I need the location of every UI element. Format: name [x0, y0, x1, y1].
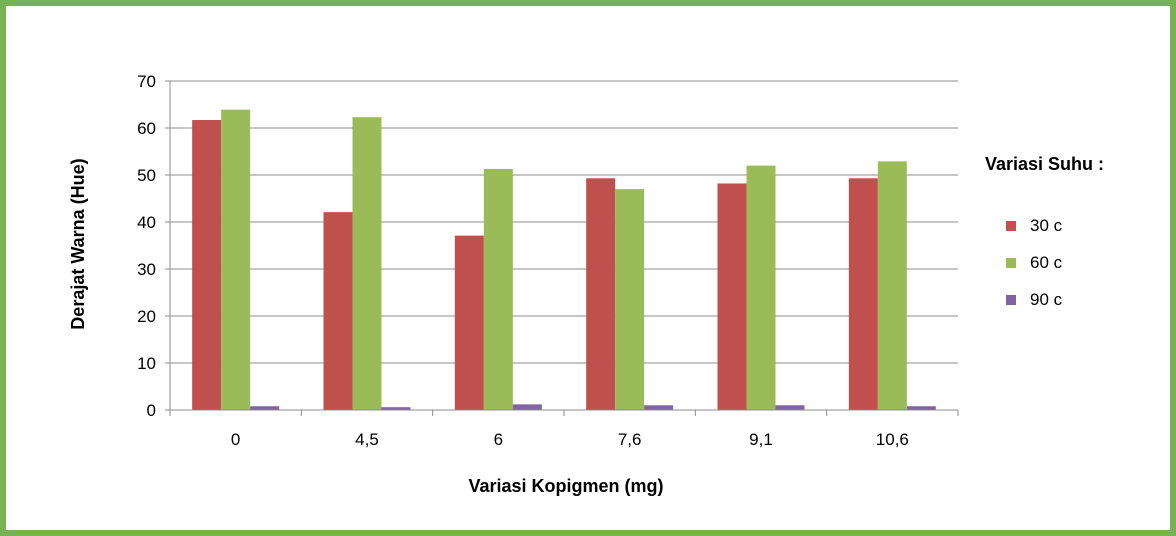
x-tick-label: 7,6: [618, 430, 642, 449]
grid-lines: [165, 81, 958, 410]
bar-60c-4: [747, 166, 776, 410]
bar-30c-2: [455, 236, 484, 410]
bar-30c-5: [849, 178, 878, 410]
bar-90c-5: [907, 406, 936, 410]
legend-label: 60 c: [1030, 253, 1063, 272]
bar-30c-3: [586, 178, 615, 410]
bar-90c-4: [776, 405, 805, 410]
y-tick-label: 60: [137, 119, 156, 138]
y-tick-label: 70: [137, 72, 156, 91]
axes: [170, 81, 958, 416]
legend-swatch: [1006, 295, 1016, 305]
y-tick-label: 0: [147, 401, 156, 420]
bar-60c-1: [353, 117, 382, 410]
legend-label: 30 c: [1030, 216, 1063, 235]
legend-title: Variasi Suhu :: [985, 154, 1104, 174]
y-tick-label: 30: [137, 260, 156, 279]
x-tick-labels: 0 4,5 6 7,6 9,1 10,6: [231, 430, 909, 449]
legend-swatch: [1006, 221, 1016, 231]
x-tick-label: 10,6: [876, 430, 909, 449]
bar-60c-0: [221, 110, 250, 410]
bar-30c-4: [718, 183, 747, 410]
y-tick-label: 20: [137, 307, 156, 326]
bar-30c-1: [324, 212, 353, 410]
legend-label: 90 c: [1030, 290, 1063, 309]
bar-90c-0: [250, 406, 279, 410]
y-tick-label: 50: [137, 166, 156, 185]
legend-swatch: [1006, 258, 1016, 268]
bars: [192, 110, 936, 410]
bar-30c-0: [192, 120, 221, 410]
x-axis-title: Variasi Kopigmen (mg): [468, 476, 663, 496]
bar-60c-2: [484, 169, 513, 410]
y-tick-labels: 0 10 20 30 40 50 60 70: [137, 72, 156, 420]
y-axis-title: Derajat Warna (Hue): [68, 158, 88, 329]
y-tick-label: 40: [137, 213, 156, 232]
bar-60c-5: [878, 161, 907, 410]
legend: Variasi Suhu : 30 c 60 c 90 c: [985, 154, 1104, 309]
bar-60c-3: [615, 189, 644, 410]
y-tick-label: 10: [137, 354, 156, 373]
x-tick-label: 6: [494, 430, 503, 449]
x-tick-label: 0: [231, 430, 240, 449]
bar-90c-3: [644, 405, 673, 410]
x-tick-label: 9,1: [749, 430, 773, 449]
x-tick-label: 4,5: [355, 430, 379, 449]
bar-90c-2: [513, 404, 542, 410]
